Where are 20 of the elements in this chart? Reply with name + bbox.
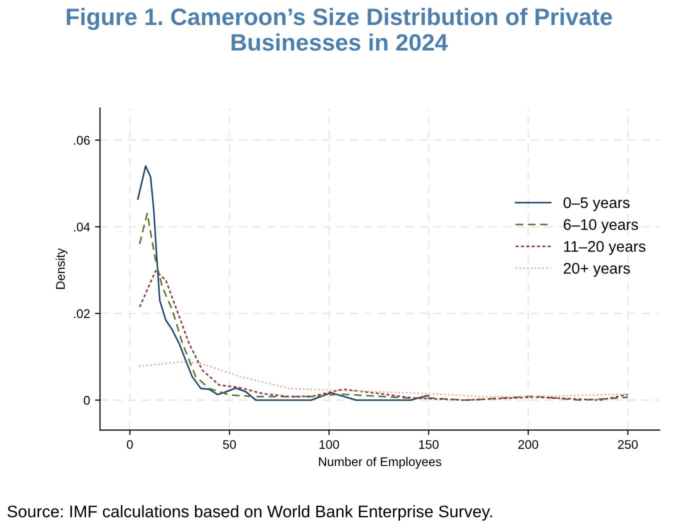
- x-tick-label: 250: [618, 440, 638, 449]
- line-series: [137, 165, 430, 401]
- x-tick-label: 100: [320, 440, 339, 449]
- chart-title: Figure 1. Cameroon’s Size Distribution of Private Businesses in 2024: [66, 8, 612, 51]
- legend-label: 6–10 years: [564, 219, 638, 234]
- x-tick-label: 50: [223, 440, 236, 449]
- y-axis-title: Density: [56, 248, 68, 289]
- x-axis-title: Number of Employees: [319, 456, 442, 469]
- legend-label: 0–5 years: [564, 197, 630, 212]
- y-tick-label: 0: [84, 396, 90, 405]
- x-tick-label: 150: [419, 440, 439, 449]
- line-series: [138, 361, 629, 398]
- source-note: Source: IMF calculations based on World Bank Enterprise Survey.: [8, 505, 492, 521]
- y-tick-label: .02: [74, 309, 90, 318]
- legend-label: 11–20 years: [564, 241, 646, 255]
- x-tick-label: 0: [126, 440, 133, 449]
- x-tick-label: 200: [518, 440, 538, 449]
- y-tick-label: .04: [74, 222, 90, 232]
- y-tick-label: .06: [74, 136, 90, 145]
- legend-label: 20+ years: [564, 262, 630, 277]
